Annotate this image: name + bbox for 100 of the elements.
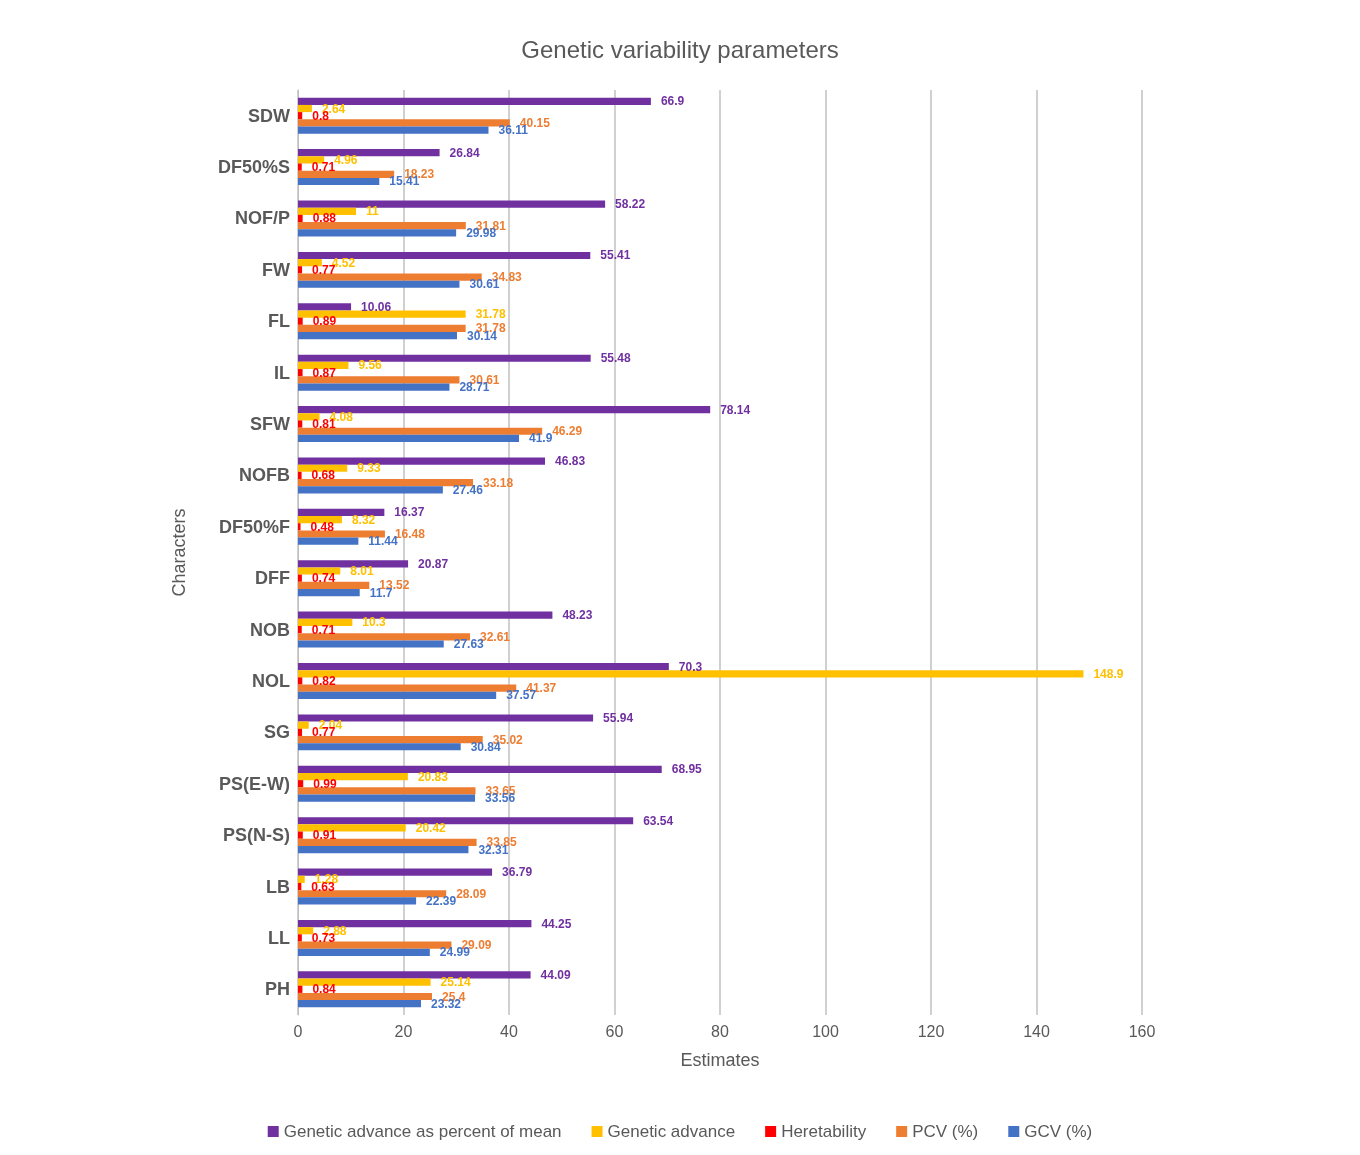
bar (298, 332, 457, 340)
bar (298, 934, 302, 942)
bar (298, 574, 302, 582)
data-label: 33.18 (483, 475, 514, 490)
y-tick-label: SG (263, 722, 290, 743)
bar (298, 684, 517, 692)
bar (298, 992, 432, 1001)
data-label: 8.01 (350, 564, 374, 578)
data-label: 31.78 (475, 307, 506, 322)
bar (298, 581, 370, 589)
data-label: 0.84 (312, 982, 337, 997)
bar (298, 420, 303, 428)
bar (298, 126, 489, 134)
bar (298, 625, 302, 634)
data-label: 63.54 (643, 813, 674, 828)
data-label: 44.25 (541, 916, 572, 931)
bar (298, 434, 520, 443)
bar (298, 376, 460, 384)
data-label: 28.09 (456, 886, 487, 901)
bar (298, 919, 532, 928)
y-tick-label: IL (274, 362, 290, 383)
bar (298, 251, 591, 260)
bar (298, 471, 302, 480)
data-label: 4.96 (334, 152, 358, 167)
data-label: 36.79 (502, 865, 533, 880)
bar (298, 354, 591, 362)
data-label: 0.71 (311, 622, 336, 637)
bar (298, 588, 360, 597)
bar (298, 266, 303, 274)
y-tick-label: NOB (250, 619, 290, 640)
bar (298, 317, 303, 325)
x-tick-label: 20 (394, 1022, 413, 1040)
bar (298, 324, 466, 333)
legend-label: Heretability (781, 1122, 867, 1141)
x-tick-label: 120 (917, 1022, 945, 1040)
bar (298, 104, 312, 113)
y-tick-label: PS(E-W) (219, 773, 290, 794)
data-label: 16.37 (394, 505, 425, 520)
chart-title: Genetic variability parameters (521, 35, 839, 63)
data-label: 0.87 (312, 365, 337, 380)
data-label: 70.3 (678, 659, 703, 674)
data-label: 20.42 (415, 820, 447, 835)
bar (298, 537, 359, 545)
bar (298, 457, 546, 465)
data-label: 55.41 (600, 248, 631, 263)
data-label: 11.44 (368, 534, 399, 549)
bar (298, 670, 1084, 678)
data-label: 0.68 (311, 468, 336, 483)
legend-label: Genetic advance (607, 1122, 736, 1141)
x-tick-label: 60 (605, 1022, 624, 1040)
bar (298, 845, 469, 854)
data-label: 0.91 (312, 828, 337, 843)
data-label: 44.09 (540, 967, 571, 982)
y-tick-label: DF50%S (217, 157, 290, 178)
bar (298, 611, 553, 619)
y-tick-label: NOL (252, 670, 290, 691)
bar (298, 303, 352, 311)
data-label: 55.48 (600, 351, 632, 366)
bar (298, 633, 471, 641)
bar (298, 163, 302, 171)
bar (298, 156, 325, 164)
data-label: 55.94 (603, 710, 634, 725)
bar (298, 280, 460, 288)
bar (298, 516, 342, 524)
bar (298, 927, 314, 935)
bar (298, 640, 444, 648)
bar (298, 765, 662, 773)
bar (298, 772, 408, 781)
bar (298, 200, 606, 208)
bar (298, 677, 303, 685)
bar (298, 229, 457, 237)
x-tick-label: 140 (1023, 1022, 1050, 1040)
x-tick-label: 80 (711, 1022, 729, 1040)
data-label: 0.88 (312, 211, 337, 226)
data-label: 20.83 (417, 769, 449, 784)
bar (298, 714, 594, 722)
x-tick-label: 100 (812, 1022, 839, 1040)
bar (298, 868, 493, 876)
y-tick-label: NOFB (239, 465, 290, 486)
data-label: 0.82 (312, 673, 337, 688)
bar (298, 780, 304, 788)
data-label: 11 (366, 204, 380, 219)
bar (298, 406, 711, 414)
bar (298, 567, 341, 575)
y-tick-label: DF50%F (218, 516, 290, 537)
x-tick-label: 0 (293, 1022, 303, 1040)
data-label: 0.89 (312, 314, 337, 329)
data-label: 20.87 (418, 556, 449, 571)
bar (298, 1000, 422, 1008)
bar (298, 787, 476, 795)
bar (298, 97, 651, 105)
bar (298, 523, 301, 531)
bar (298, 413, 320, 421)
bar (298, 383, 450, 391)
bar (298, 897, 417, 905)
bar (298, 743, 461, 751)
bar (298, 361, 349, 370)
y-tick-label: NOF/P (234, 208, 290, 229)
bar (298, 735, 483, 744)
y-tick-label: DFF (255, 568, 290, 589)
